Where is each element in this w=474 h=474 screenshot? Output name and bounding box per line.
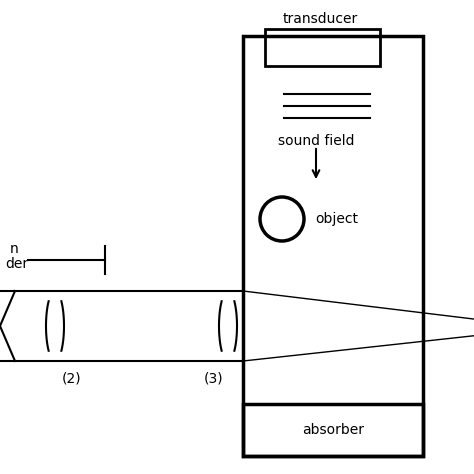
Text: der: der bbox=[5, 257, 28, 271]
Text: (2): (2) bbox=[62, 372, 82, 386]
Bar bbox=[265, 29, 380, 66]
Text: object: object bbox=[315, 212, 358, 226]
Text: (3): (3) bbox=[204, 372, 224, 386]
Text: absorber: absorber bbox=[302, 423, 364, 437]
Text: sound field: sound field bbox=[278, 134, 354, 148]
Bar bbox=[243, 404, 423, 456]
Bar bbox=[243, 36, 423, 456]
Text: transducer: transducer bbox=[283, 12, 357, 26]
Text: n: n bbox=[10, 242, 19, 256]
